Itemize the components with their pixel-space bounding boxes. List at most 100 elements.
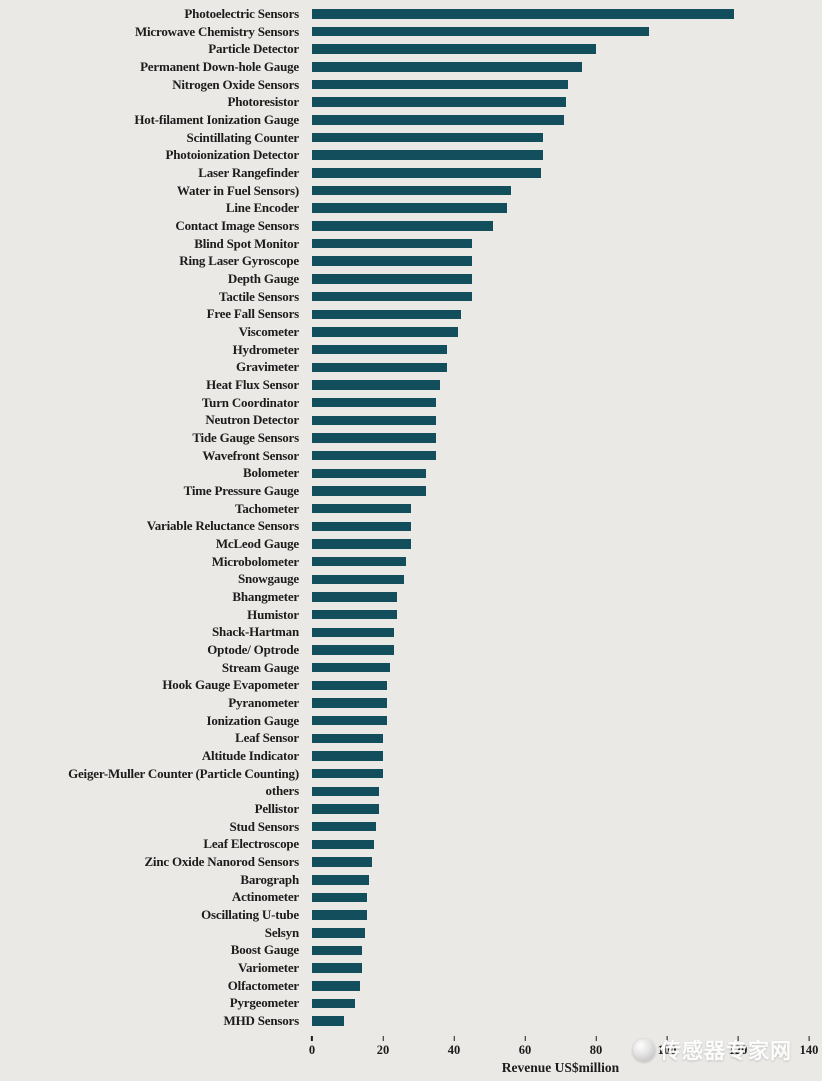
category-label: Shack-Hartman xyxy=(212,624,299,640)
category-label: Nitrogen Oxide Sensors xyxy=(172,76,299,92)
bar xyxy=(312,981,360,991)
bar xyxy=(312,291,472,302)
chart-row: Shack-Hartman xyxy=(0,624,809,642)
category-label: Heat Flux Sensor xyxy=(206,376,299,392)
bar xyxy=(312,62,582,72)
bar-track xyxy=(312,76,809,94)
bar-track xyxy=(312,464,809,482)
bar xyxy=(312,468,426,479)
category-label: Leaf Electroscope xyxy=(203,836,299,852)
category-label: Viscometer xyxy=(238,323,300,339)
x-tick: 20 xyxy=(377,1036,389,1058)
chart-row: Optode/ Optrode xyxy=(0,641,809,659)
chart-row: Wavefront Sensor xyxy=(0,447,809,465)
bar-track xyxy=(312,800,809,818)
chart-row: Oscillating U-tube xyxy=(0,906,809,924)
category-label: Optode/ Optrode xyxy=(207,642,299,658)
bar-track xyxy=(312,5,809,23)
category-label: Wavefront Sensor xyxy=(202,447,299,463)
category-label: Hot-filament Ionization Gauge xyxy=(134,111,299,127)
chart-row: Microbolometer xyxy=(0,553,809,571)
bar xyxy=(312,963,362,973)
chart-row: Scintillating Counter xyxy=(0,129,809,147)
category-label: Time Pressure Gauge xyxy=(183,482,300,498)
category-label: Line Encoder xyxy=(225,200,299,216)
bar xyxy=(312,910,368,920)
chart-row: Variable Reluctance Sensors xyxy=(0,517,809,535)
bar xyxy=(312,609,398,620)
bar-track xyxy=(312,217,809,235)
bar-track xyxy=(312,906,809,924)
tick-label: 80 xyxy=(589,1043,603,1057)
bar-track xyxy=(312,730,809,748)
chart-row: Humistor xyxy=(0,606,809,624)
bar-track xyxy=(312,588,809,606)
category-label: Altitude Indicator xyxy=(201,748,299,764)
category-label: Photoionization Detector xyxy=(165,147,300,163)
chart-row: MHD Sensors xyxy=(0,1012,809,1030)
category-label: Pellistor xyxy=(254,801,300,817)
chart-row: Pellistor xyxy=(0,800,809,818)
bar xyxy=(312,786,380,797)
category-label: Hook Gauge Evapometer xyxy=(162,677,299,693)
chart-row: Stream Gauge xyxy=(0,659,809,677)
bar xyxy=(312,203,508,213)
tick-label: 140 xyxy=(799,1043,819,1057)
tick-label: 60 xyxy=(518,1043,532,1057)
bar xyxy=(312,698,387,708)
bar-track xyxy=(312,553,809,571)
bar-track xyxy=(312,712,809,730)
bar xyxy=(312,662,391,673)
bar-track xyxy=(312,270,809,288)
chart-row: Gravimeter xyxy=(0,358,809,376)
chart-row: Barograph xyxy=(0,871,809,889)
category-label: others xyxy=(265,783,300,799)
bar xyxy=(312,97,566,107)
category-label: Turn Coordinator xyxy=(201,394,299,410)
bar xyxy=(312,115,565,125)
bar-track xyxy=(312,871,809,889)
bar-track xyxy=(312,199,809,217)
bar xyxy=(312,433,437,443)
category-label: Blind Spot Monitor xyxy=(194,235,299,251)
chart-row: Ionization Gauge xyxy=(0,712,809,730)
bar-track xyxy=(312,411,809,429)
tick-mark xyxy=(595,1036,597,1041)
bar-track xyxy=(312,23,809,41)
bar xyxy=(312,221,494,231)
chart-row: Boost Gauge xyxy=(0,942,809,960)
tick-mark xyxy=(666,1036,668,1041)
chart-row: Altitude Indicator xyxy=(0,747,809,765)
bar-track xyxy=(312,129,809,147)
bar-track xyxy=(312,500,809,518)
chart-row: Pyrgeometer xyxy=(0,995,809,1013)
category-label: Tide Gauge Sensors xyxy=(192,429,299,445)
bar xyxy=(312,79,568,90)
category-label: Tachometer xyxy=(235,500,299,516)
tick-label: 120 xyxy=(728,1043,748,1057)
bar-track xyxy=(312,58,809,76)
chart-row: Bolometer xyxy=(0,464,809,482)
chart-row: Hydrometer xyxy=(0,341,809,359)
bar xyxy=(312,875,369,885)
tick-mark xyxy=(382,1036,384,1041)
bar xyxy=(312,839,375,850)
bar-track xyxy=(312,959,809,977)
chart-row: Selsyn xyxy=(0,924,809,942)
bar xyxy=(312,539,412,549)
category-label: Ring Laser Gyroscope xyxy=(179,253,299,269)
chart-row: Tachometer xyxy=(0,500,809,518)
bar-track xyxy=(312,252,809,270)
category-label: Olfactometer xyxy=(227,977,299,993)
bar-track xyxy=(312,836,809,854)
chart-row: Depth Gauge xyxy=(0,270,809,288)
category-label: Water in Fuel Sensors) xyxy=(176,182,299,198)
bar xyxy=(312,450,437,461)
category-label: Geiger-Muller Counter (Particle Counting… xyxy=(68,765,299,781)
bar-track xyxy=(312,853,809,871)
bar-track xyxy=(312,747,809,765)
x-tick: 80 xyxy=(589,1036,603,1058)
x-tick: 40 xyxy=(448,1036,460,1058)
chart-row: Heat Flux Sensor xyxy=(0,376,809,394)
